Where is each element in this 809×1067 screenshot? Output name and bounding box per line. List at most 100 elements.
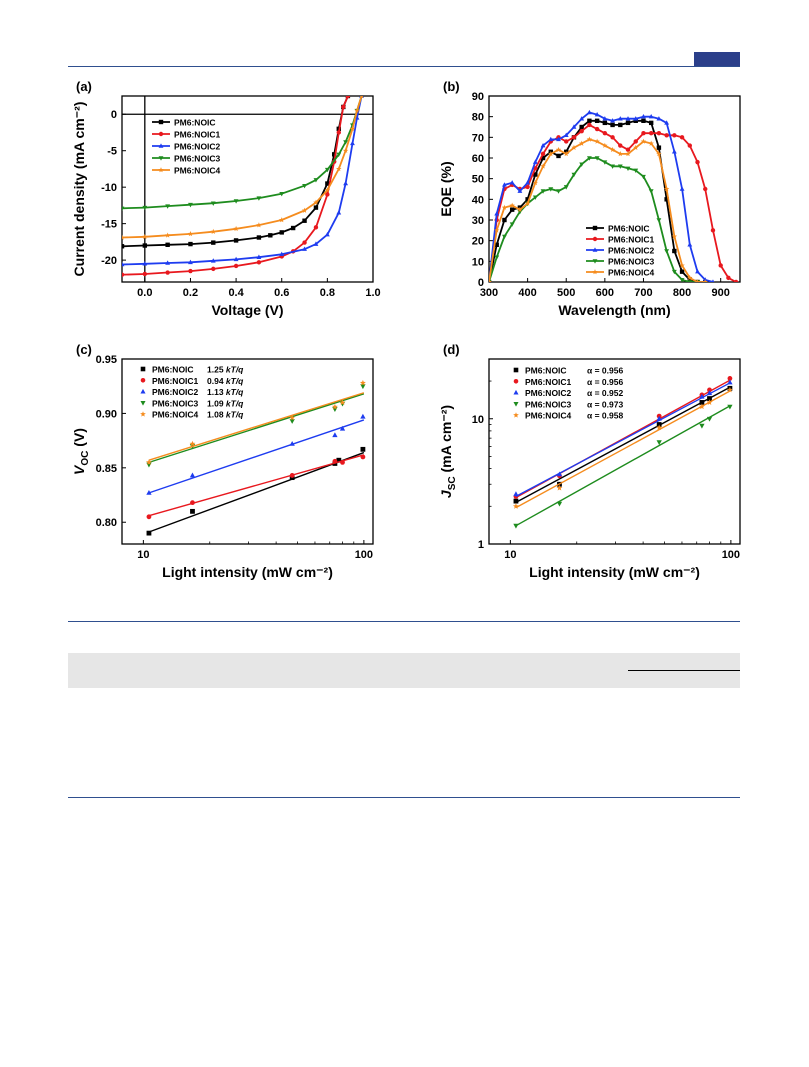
data-point	[579, 128, 584, 134]
data-point	[648, 120, 654, 126]
data-point	[512, 503, 519, 509]
series-line	[122, 96, 349, 276]
data-point	[256, 222, 262, 228]
data-point	[289, 419, 295, 424]
data-point	[540, 142, 546, 148]
data-point	[602, 142, 608, 148]
plot-frame	[488, 95, 741, 283]
data-point	[687, 277, 692, 282]
data-point	[532, 159, 538, 164]
legend-label: PM6:NOIC2	[152, 387, 199, 397]
data-point	[509, 207, 515, 212]
data-point	[664, 133, 669, 138]
data-point	[142, 233, 148, 240]
series-pm6-noic4	[122, 96, 364, 240]
data-point	[679, 135, 685, 140]
table-header-line	[628, 670, 740, 671]
data-point	[571, 124, 577, 129]
data-point	[190, 508, 195, 514]
data-point	[502, 217, 507, 223]
data-point	[656, 145, 662, 150]
legend-label: PM6:NOIC4	[174, 166, 221, 176]
data-point	[289, 441, 295, 446]
y-tick-label: 0.80	[96, 517, 117, 529]
data-point	[302, 246, 307, 251]
panel-label: (b)	[443, 79, 460, 94]
data-point	[556, 471, 563, 477]
legend-marker	[513, 379, 519, 384]
legend-label: PM6:NOIC	[174, 118, 216, 128]
data-point	[555, 146, 562, 153]
data-point	[571, 135, 577, 140]
legend-marker	[592, 259, 598, 264]
data-point	[525, 197, 530, 202]
data-point	[268, 233, 273, 238]
data-point	[336, 457, 342, 463]
fit-line	[148, 451, 365, 533]
data-point	[548, 136, 554, 142]
legend-label: PM6:NOIC1	[174, 130, 221, 140]
data-point	[122, 261, 125, 267]
fit-line	[515, 381, 732, 497]
series-line	[122, 96, 349, 248]
series-pm6-noic2	[122, 96, 365, 267]
plot-frame	[121, 358, 374, 545]
legend-value: α = 0.956	[587, 366, 623, 376]
data-point	[698, 403, 705, 410]
legend-marker	[513, 389, 519, 395]
data-point	[727, 379, 733, 385]
data-point	[501, 204, 508, 210]
series-pm6-noic2	[489, 109, 715, 282]
x-tick-label: 400	[518, 287, 536, 299]
y-tick-label: 40	[472, 194, 484, 206]
y-tick-label: 70	[472, 132, 484, 144]
data-point	[648, 114, 654, 119]
legend-marker	[513, 402, 519, 407]
data-point	[494, 227, 500, 233]
data-point	[164, 232, 171, 238]
series-layer	[512, 376, 733, 529]
data-point	[336, 130, 341, 135]
series-layer	[145, 379, 366, 536]
data-point	[360, 384, 366, 390]
legend-label: PM6:NOIC2	[608, 246, 655, 256]
legend-label: PM6:NOIC3	[174, 154, 221, 164]
data-point	[625, 151, 631, 157]
legend-marker	[158, 131, 164, 137]
data-point	[289, 473, 295, 478]
legend-marker	[158, 143, 164, 148]
data-point	[509, 202, 515, 208]
data-point	[706, 416, 713, 422]
x-tick-label: 500	[557, 287, 575, 299]
data-point	[548, 187, 554, 192]
data-point	[540, 155, 546, 161]
data-point	[656, 116, 662, 121]
data-point	[610, 164, 615, 169]
data-point	[517, 206, 523, 212]
data-point	[233, 199, 239, 204]
data-point	[663, 186, 670, 192]
data-point	[233, 263, 239, 269]
data-point	[641, 174, 646, 180]
data-point	[679, 269, 685, 274]
data-point	[145, 459, 152, 465]
data-point	[122, 272, 125, 277]
table-bottom-rule	[68, 797, 740, 798]
data-point	[664, 249, 670, 254]
data-point	[494, 242, 499, 247]
data-point	[313, 225, 319, 230]
legend-value: 1.25 kT/q	[207, 365, 244, 375]
legend-label: PM6:NOIC4	[608, 268, 655, 278]
y-tick-label: -10	[101, 182, 117, 194]
panel-label: (c)	[76, 342, 92, 357]
data-point	[122, 234, 125, 240]
data-point	[671, 149, 677, 154]
legend-value: 1.13 kT/q	[207, 387, 244, 397]
data-point	[324, 231, 330, 237]
data-point	[687, 242, 693, 247]
data-point	[656, 424, 663, 431]
data-point	[579, 124, 584, 130]
y-axis-label: EQE (%)	[438, 161, 454, 216]
data-point	[656, 151, 662, 157]
legend-label: PM6:NOIC1	[525, 377, 572, 387]
